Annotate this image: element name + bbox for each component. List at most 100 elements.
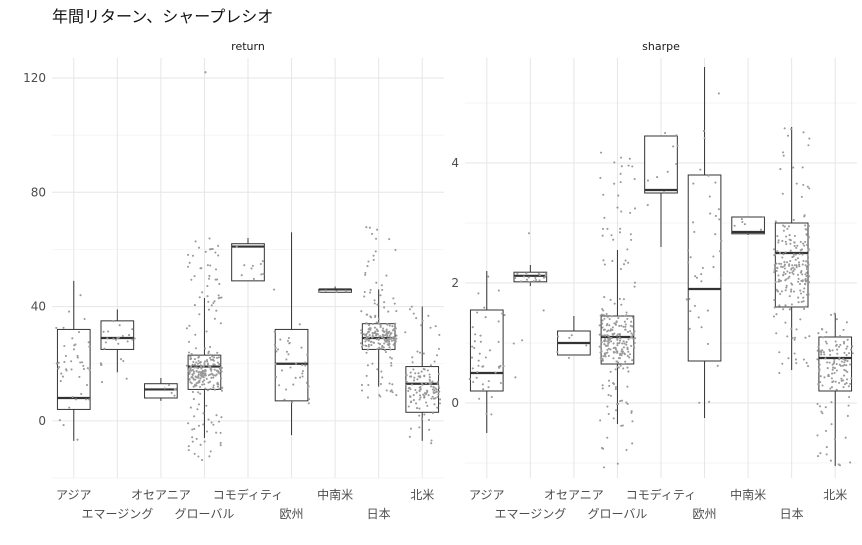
data-point <box>544 272 547 275</box>
data-point <box>795 246 798 249</box>
iqr-box <box>231 243 265 282</box>
data-point <box>692 221 695 224</box>
data-point <box>620 303 623 306</box>
data-point <box>220 370 223 373</box>
data-point <box>260 273 263 276</box>
data-point <box>825 446 828 449</box>
data-point <box>798 282 802 286</box>
data-point <box>436 396 439 399</box>
data-point <box>418 407 421 410</box>
data-point <box>391 325 394 328</box>
data-point <box>382 334 385 338</box>
data-point <box>617 361 620 364</box>
data-point <box>805 271 808 274</box>
data-point <box>427 394 430 397</box>
data-point <box>384 350 387 354</box>
data-point <box>70 368 73 371</box>
data-point <box>618 315 621 318</box>
data-point <box>794 358 797 361</box>
data-point <box>170 391 173 394</box>
data-point <box>616 462 619 465</box>
data-point <box>205 377 208 380</box>
data-point <box>818 368 821 371</box>
data-point <box>365 351 368 354</box>
data-point <box>388 382 391 385</box>
data-point <box>471 326 474 329</box>
data-point <box>477 292 480 295</box>
data-point <box>795 266 798 269</box>
data-point <box>490 413 493 416</box>
data-point <box>534 276 537 280</box>
data-point <box>379 383 383 386</box>
data-point <box>188 261 191 264</box>
data-point <box>212 386 215 389</box>
data-point <box>624 328 627 331</box>
data-point <box>620 324 623 327</box>
data-point <box>620 424 623 427</box>
data-point <box>833 358 836 361</box>
data-point <box>185 364 188 367</box>
jitter-points-sharpe-1 <box>512 232 547 379</box>
data-point <box>621 342 624 345</box>
data-point <box>472 380 475 384</box>
data-point <box>804 240 807 243</box>
data-point <box>394 248 397 252</box>
data-point <box>779 168 782 171</box>
data-point <box>779 292 782 296</box>
data-point <box>718 218 721 221</box>
data-point <box>252 277 255 281</box>
data-point <box>394 327 397 330</box>
data-point <box>774 220 777 223</box>
data-point <box>616 344 619 347</box>
data-point <box>609 370 612 373</box>
data-point <box>385 328 388 331</box>
data-point <box>833 371 836 375</box>
data-point <box>709 212 712 215</box>
data-point <box>798 265 801 268</box>
data-point <box>796 273 799 276</box>
data-point <box>816 455 820 458</box>
data-point <box>775 332 778 335</box>
data-point <box>821 328 824 331</box>
data-point <box>834 340 837 343</box>
data-point <box>773 264 776 267</box>
data-point <box>842 386 845 389</box>
data-point <box>389 348 392 351</box>
data-point <box>840 377 843 380</box>
data-point <box>203 440 206 443</box>
data-point <box>377 337 380 340</box>
data-point <box>607 347 610 350</box>
data-point <box>784 272 787 275</box>
data-point <box>633 346 636 349</box>
data-point <box>371 232 374 235</box>
data-point <box>437 347 440 350</box>
data-point <box>82 367 85 371</box>
data-point <box>468 378 471 381</box>
data-point <box>634 207 637 210</box>
data-point <box>202 372 205 375</box>
data-point <box>585 344 588 347</box>
data-point <box>835 369 838 372</box>
data-point <box>360 383 364 387</box>
data-point <box>210 304 213 307</box>
data-point <box>602 447 605 450</box>
outlier-point <box>204 71 207 74</box>
data-point <box>805 233 808 236</box>
data-point <box>414 388 417 392</box>
data-point <box>392 343 395 346</box>
data-point <box>220 377 223 380</box>
data-point <box>416 378 419 381</box>
data-point <box>117 342 120 345</box>
data-point <box>707 174 710 177</box>
data-point <box>366 348 369 351</box>
data-point <box>697 316 700 319</box>
data-point <box>616 338 619 342</box>
data-point <box>385 389 388 392</box>
data-point <box>796 244 799 247</box>
data-point <box>797 301 800 304</box>
data-point <box>689 256 692 259</box>
data-point <box>610 234 613 237</box>
data-point <box>382 327 385 330</box>
data-point <box>807 281 811 284</box>
data-point <box>830 401 833 404</box>
